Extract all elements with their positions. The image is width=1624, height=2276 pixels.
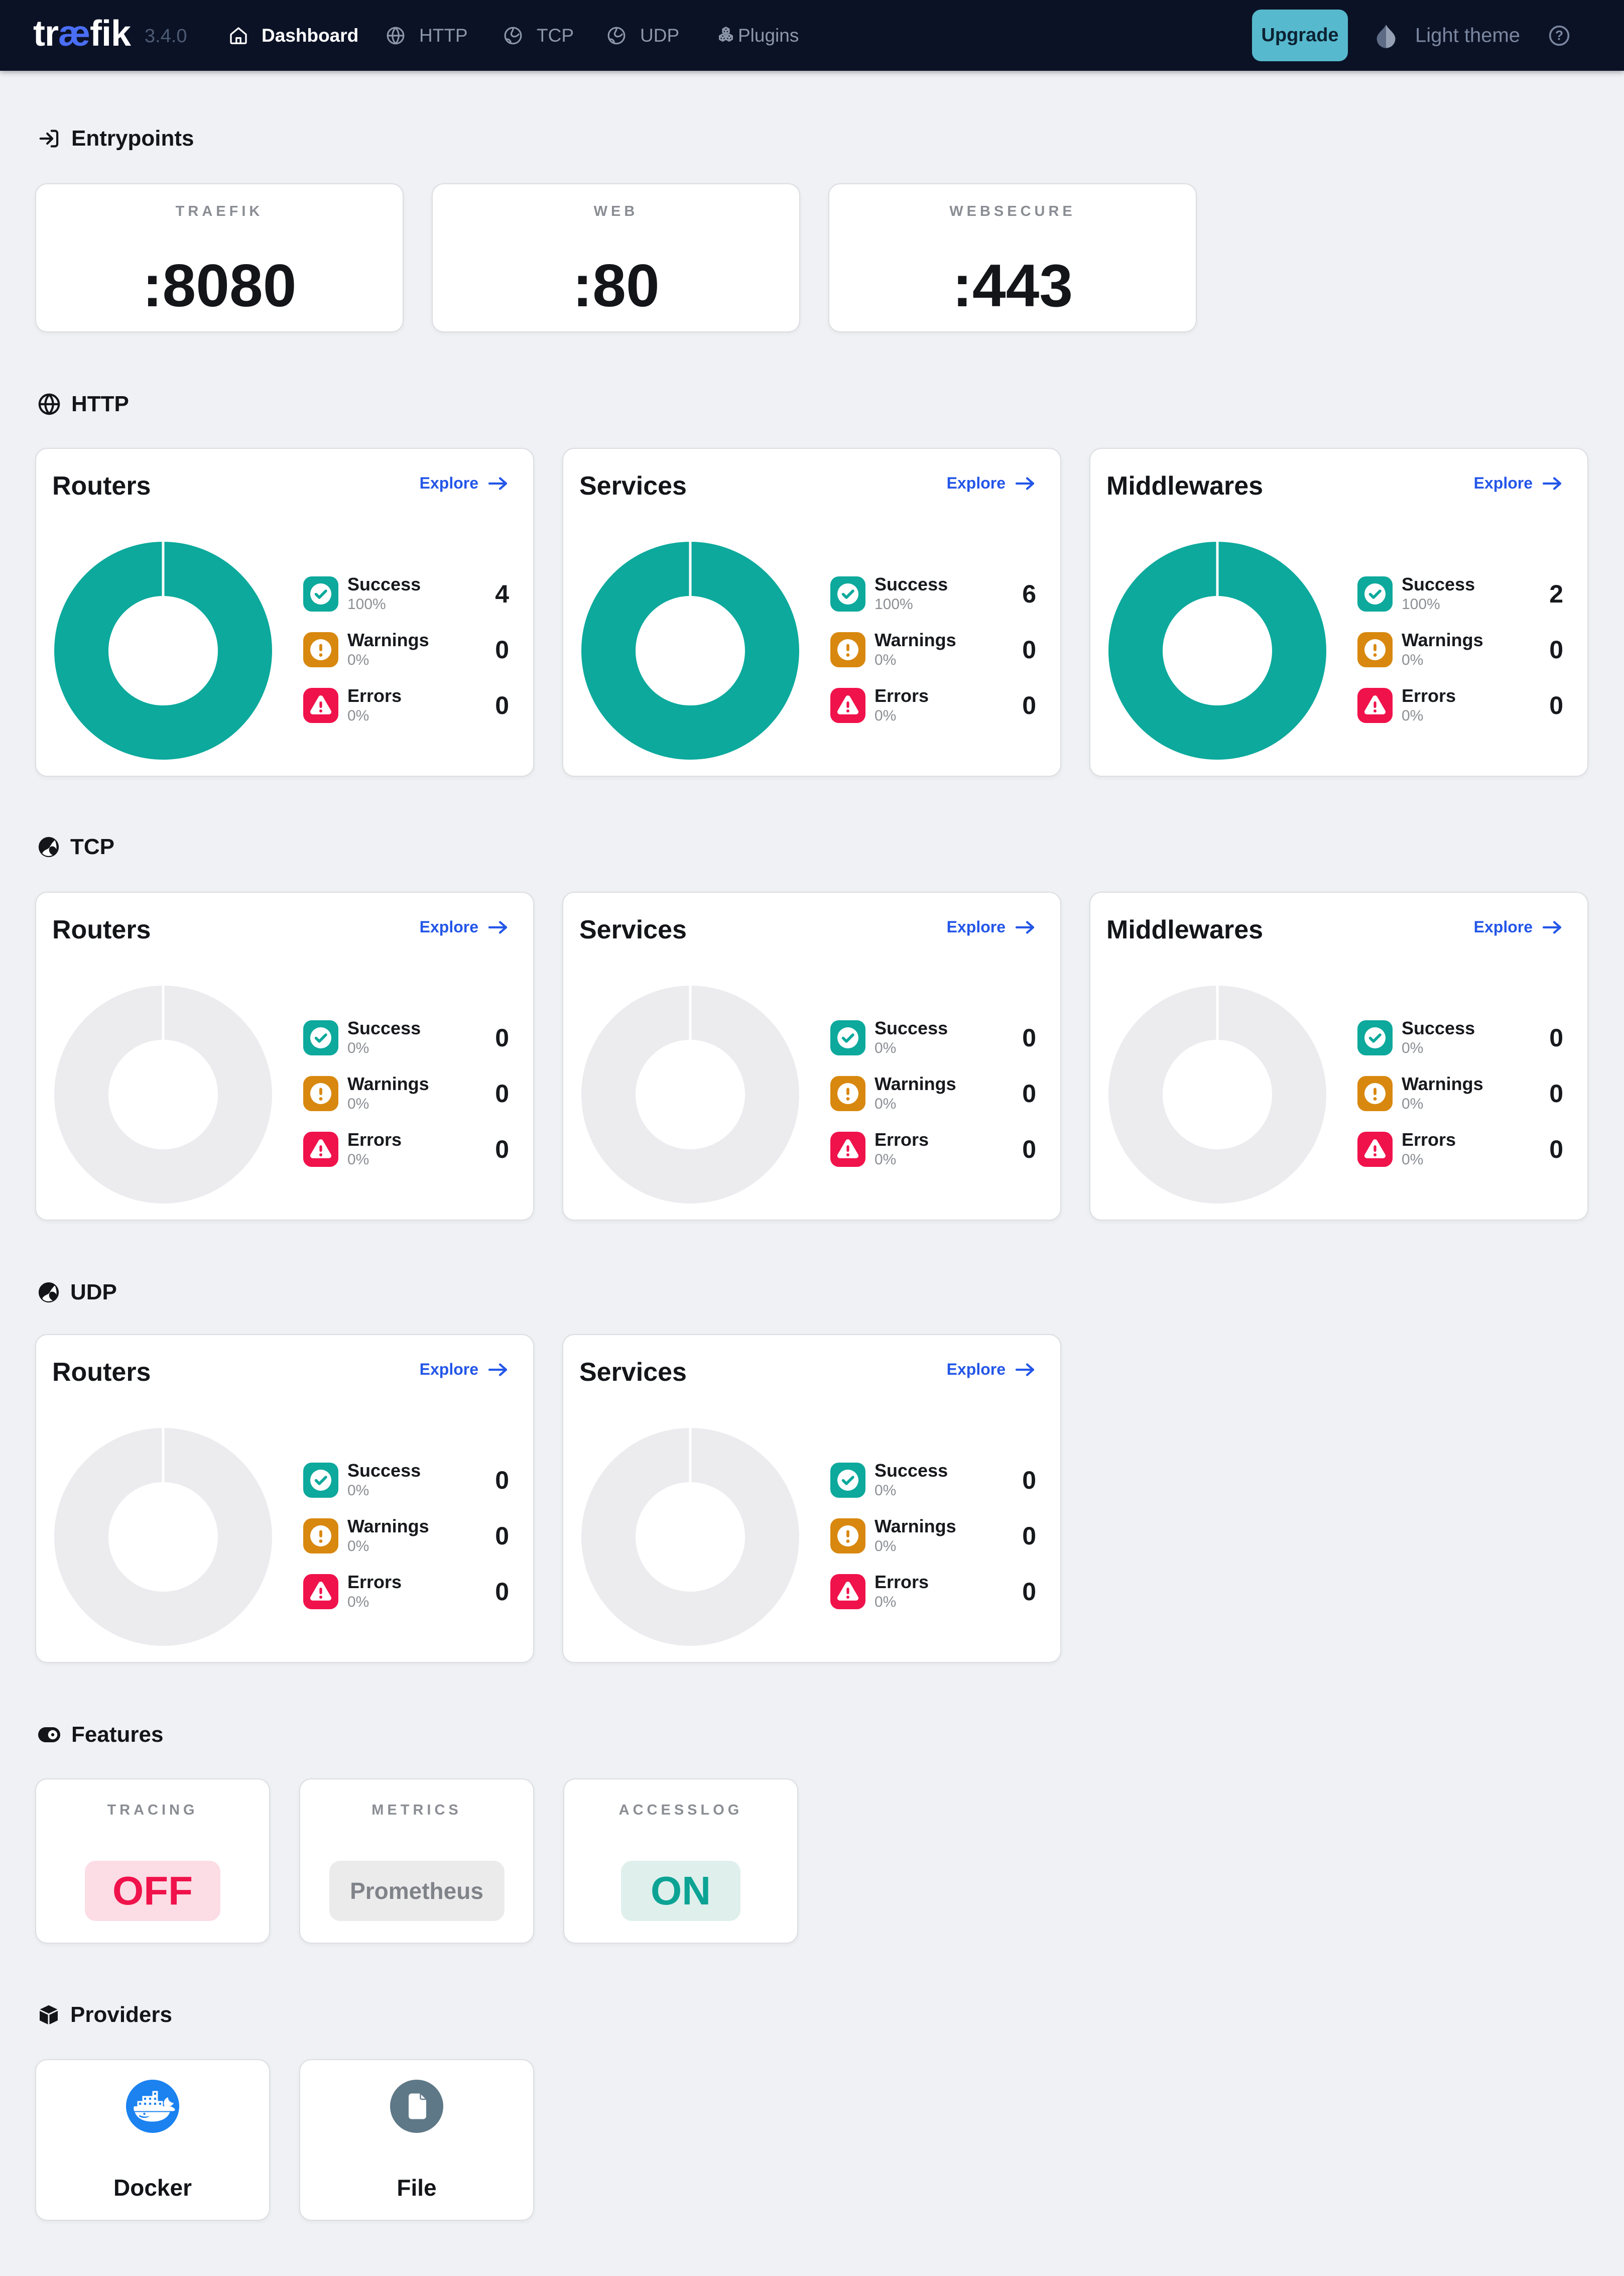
svg-text:?: ? [1555, 28, 1563, 43]
